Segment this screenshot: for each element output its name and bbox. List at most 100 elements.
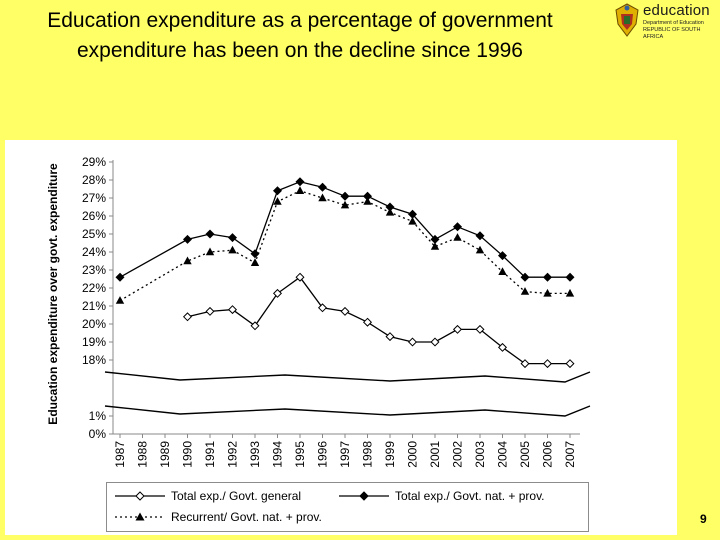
data-point (452, 222, 463, 232)
data-point (205, 306, 215, 316)
y-tick-label: 1% (89, 409, 107, 423)
coat-of-arms-icon (615, 3, 639, 37)
data-point (362, 317, 373, 327)
legend-label-total-nat-prov: Total exp./ Govt. nat. + prov. (395, 489, 545, 503)
data-point (498, 267, 507, 275)
page-number: 9 (700, 512, 707, 526)
y-tick-label: 23% (82, 263, 106, 277)
data-point (250, 321, 260, 331)
x-tick-label: 1995 (293, 441, 307, 468)
data-point (272, 186, 283, 196)
x-tick-label: 1998 (361, 441, 375, 468)
x-tick-label: 1992 (226, 441, 240, 468)
data-point (543, 288, 552, 297)
data-point (408, 216, 417, 225)
data-point (430, 242, 440, 250)
data-point (115, 272, 125, 282)
x-tick-label: 2007 (563, 441, 577, 468)
data-point (272, 288, 283, 298)
data-point (227, 305, 238, 315)
legend-swatch-diamond-filled (339, 491, 389, 501)
chart-legend: Total exp./ Govt. general Total exp./ Go… (106, 482, 589, 532)
legend-item-total-nat-prov: Total exp./ Govt. nat. + prov. (335, 487, 585, 505)
data-point (295, 186, 305, 194)
y-tick-label: 25% (82, 227, 106, 241)
data-point (497, 342, 508, 352)
x-tick-label: 1996 (316, 441, 330, 468)
x-tick-label: 1990 (181, 441, 195, 468)
y-tick-label: 24% (82, 245, 106, 259)
axis-break-line-lower (104, 405, 591, 417)
data-point (295, 272, 305, 282)
x-tick-label: 2001 (428, 441, 442, 468)
x-tick-label: 2004 (496, 441, 510, 468)
data-point (542, 359, 553, 369)
data-point (250, 249, 260, 259)
data-point (407, 337, 418, 347)
y-tick-label: 29% (82, 155, 106, 169)
x-tick-label: 1991 (203, 441, 217, 468)
axis-break-line-upper (104, 371, 591, 383)
series-2 (115, 177, 575, 282)
data-point (453, 233, 462, 241)
series-line (187, 276, 570, 365)
data-point (205, 247, 215, 256)
line-chart: 18% 19% 20% 21% 22% 23% 24% 25% 26% 27% 28% 29% 0% 1%… (46, 155, 591, 468)
y-tick-label: 28% (82, 173, 106, 187)
data-point (228, 245, 237, 254)
legend-label-total-general: Total exp./ Govt. general (171, 489, 302, 503)
x-tick-label: 1987 (113, 441, 127, 468)
data-point (317, 182, 328, 192)
y-tick-label: 26% (82, 209, 106, 223)
x-tick-label: 2000 (406, 441, 420, 468)
slide-title: Education expenditure as a percentage of… (47, 9, 553, 62)
data-point (363, 197, 372, 205)
data-point (318, 193, 327, 202)
data-point (182, 312, 193, 322)
legend-swatch-diamond-open (115, 491, 165, 501)
series-1 (182, 272, 575, 369)
data-point (227, 233, 238, 243)
x-tick-label: 1994 (271, 441, 285, 468)
x-tick-label: 1989 (158, 441, 172, 468)
data-point (385, 332, 395, 342)
data-point (295, 177, 305, 187)
data-point (250, 258, 260, 266)
data-point (340, 306, 350, 316)
data-point (475, 245, 485, 254)
logo-dept-line2: REPUBLIC OF SOUTH AFRICA (643, 27, 701, 40)
data-point (430, 337, 440, 347)
y-tick-label: 18% (82, 353, 106, 367)
legend-label-recurrent: Recurrent/ Govt. nat. + prov. (171, 510, 322, 524)
data-point (520, 359, 530, 369)
y-tick-label: 22% (82, 281, 106, 295)
x-tick-label: 1997 (338, 441, 352, 468)
data-point (273, 197, 282, 205)
data-point (520, 272, 530, 282)
data-point (475, 324, 485, 334)
x-tick-label: 2003 (473, 441, 487, 468)
data-point (340, 191, 350, 201)
logo-brand: education (643, 2, 710, 19)
y-tick-label: 20% (82, 317, 106, 331)
data-point (183, 256, 192, 265)
data-point (317, 303, 328, 313)
data-point (385, 207, 395, 216)
data-point (542, 272, 553, 282)
data-point (565, 288, 575, 297)
data-point (497, 251, 508, 261)
data-point (182, 234, 193, 244)
x-tick-label: 2006 (541, 441, 555, 468)
y-tick-label: 27% (82, 191, 106, 205)
logo-department: Department of Education REPUBLIC OF SOUT… (643, 20, 720, 41)
logo-dept-line1: Department of Education (643, 20, 704, 26)
data-point (205, 229, 215, 239)
y-axis-label: Education expenditure over govt. expendi… (46, 163, 60, 425)
data-point (565, 272, 575, 282)
data-point (452, 324, 463, 334)
x-tick-label: 1988 (136, 441, 150, 468)
data-point (340, 200, 350, 209)
legend-item-total-general: Total exp./ Govt. general (111, 487, 341, 505)
data-point (520, 287, 530, 295)
x-tick-label: 2002 (451, 441, 465, 468)
